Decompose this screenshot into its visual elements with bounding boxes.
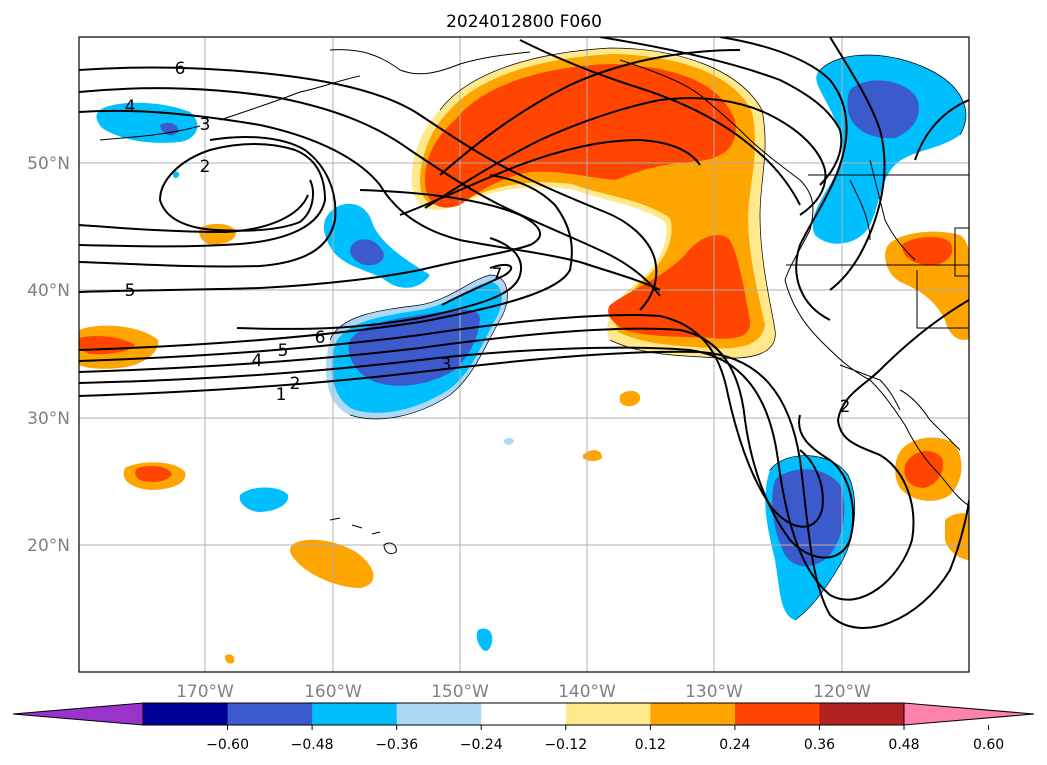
negative-anomaly-small-2: [476, 628, 493, 651]
lon-label: 160°W: [304, 682, 362, 702]
colorbar-segment: [143, 703, 229, 725]
positive-anomaly-small-2: [620, 390, 641, 407]
contour-label: 2: [840, 397, 851, 417]
contour-line-14: [79, 66, 658, 311]
map-panel: 6 4 3 2 5 6 7 5 4 2 1 3 2: [78, 36, 970, 673]
contour-line-20: [719, 37, 848, 321]
colorbar-tick-label: 0.12: [635, 737, 666, 753]
contour-line-13: [79, 87, 661, 297]
contour-line-21: [829, 37, 886, 291]
colorbar-segment: [565, 703, 651, 725]
colorbar-segment: [650, 703, 736, 725]
contour-line-10: [79, 143, 327, 248]
colorbar-tick-label: 0.60: [973, 737, 1004, 753]
longitude-labels: 170°W 160°W 150°W 140°W 130°W 120°W: [176, 682, 871, 702]
lon-label: 170°W: [176, 682, 234, 702]
contour-line-16: [424, 97, 827, 216]
contour-line-22: [914, 99, 969, 161]
hawaiian-islands: [329, 517, 397, 555]
colorbar-tick-label: −0.60: [206, 737, 249, 753]
colorbar-segment: [312, 703, 398, 725]
lon-label: 120°W: [813, 682, 871, 702]
contour-line-11: [79, 194, 309, 234]
contour-label: 2: [290, 374, 301, 394]
negative-anomaly-small-1: [239, 487, 289, 512]
contour-line-2: [79, 299, 969, 601]
contour-line-1: [79, 350, 969, 629]
lat-label: 40°N: [27, 281, 70, 301]
positive-anomaly-25n-170w-core: [135, 466, 172, 482]
contour-line-8: [79, 189, 541, 293]
colorbar-segment: [481, 703, 567, 725]
negative-anomaly-north-central-core: [350, 239, 384, 266]
map-title: 2024012800 F060: [446, 12, 602, 32]
colorbar-segment: [734, 703, 820, 725]
contour-line-4: [79, 313, 824, 528]
colorbar-tick-label: 0.36: [804, 737, 835, 753]
contour-labels: 6 4 3 2 5 6 7 5 4 2 1 3 2: [125, 59, 851, 417]
colorbar-extend-high: [903, 702, 1035, 726]
colorbar-segment: [227, 703, 313, 725]
colorbar-tick-label: −0.24: [460, 737, 503, 753]
colorbar-ticks: −0.60 −0.48 −0.36 −0.24 −0.12 0.12 0.24 0.36 0.4…: [206, 725, 1004, 753]
lon-label: 140°W: [558, 682, 616, 702]
contour-line-15: [399, 138, 701, 216]
contour-label: 4: [125, 97, 136, 117]
contour-label: 3: [200, 115, 211, 135]
contour-label: 1: [276, 385, 287, 405]
negative-anomaly-small-4: [172, 171, 180, 179]
contour-label: 7: [492, 265, 503, 285]
contour-label: 3: [441, 355, 452, 375]
coastlines: [99, 49, 969, 506]
positive-anomaly-baja-core: [904, 450, 944, 488]
lat-label: 30°N: [27, 409, 70, 429]
contour-line-18: [519, 39, 801, 206]
contour-line-19: [599, 37, 843, 186]
contour-label: 2: [200, 157, 211, 177]
positive-anomaly-near-hawaii: [290, 539, 374, 588]
colorbar-tick-label: −0.48: [291, 737, 334, 753]
colorbar: −0.60 −0.48 −0.36 −0.24 −0.12 0.12 0.24 0.36 0.4…: [12, 702, 1035, 753]
contour-line-12: [79, 109, 661, 291]
colorbar-segment: [396, 703, 482, 725]
contour-line-6: [236, 237, 523, 330]
contour-label: 6: [315, 328, 326, 348]
positive-anomaly-small-4: [224, 654, 235, 664]
negative-anomaly-southeast-core: [772, 469, 845, 567]
lon-label: 150°W: [431, 682, 489, 702]
height-contours: [79, 37, 969, 629]
positive-anomaly-small-3: [583, 450, 602, 461]
colorbar-tick-label: 0.48: [888, 737, 919, 753]
negative-anomaly-small-3: [504, 437, 514, 445]
map-frame: [78, 36, 970, 673]
colorbar-tick-label: −0.36: [375, 737, 418, 753]
contour-label: 5: [278, 341, 289, 361]
contour-line-3: [79, 327, 854, 559]
colorbar-extend-low: [12, 702, 144, 726]
contour-label: 5: [125, 281, 136, 301]
latitude-labels: 50°N 40°N 30°N 20°N: [27, 154, 70, 556]
colorbar-segments: [12, 702, 1035, 726]
contour-line-7: [441, 263, 513, 306]
contour-label: 6: [175, 59, 186, 79]
colorbar-segment: [819, 703, 905, 725]
positive-anomaly-southeast-edge: [945, 513, 969, 561]
lon-label: 130°W: [685, 682, 743, 702]
contour-line-9: [79, 136, 337, 268]
lat-label: 50°N: [27, 154, 70, 174]
positive-anomaly-east-40n-core: [902, 236, 953, 266]
colorbar-outline: [142, 702, 905, 726]
contour-label: 4: [252, 351, 263, 371]
colorbar-tick-label: 0.24: [719, 737, 750, 753]
lat-label: 20°N: [27, 536, 70, 556]
colorbar-tick-label: −0.12: [544, 737, 587, 753]
positive-anomaly-ridge-red: [608, 235, 751, 339]
contour-line-5: [79, 174, 573, 351]
